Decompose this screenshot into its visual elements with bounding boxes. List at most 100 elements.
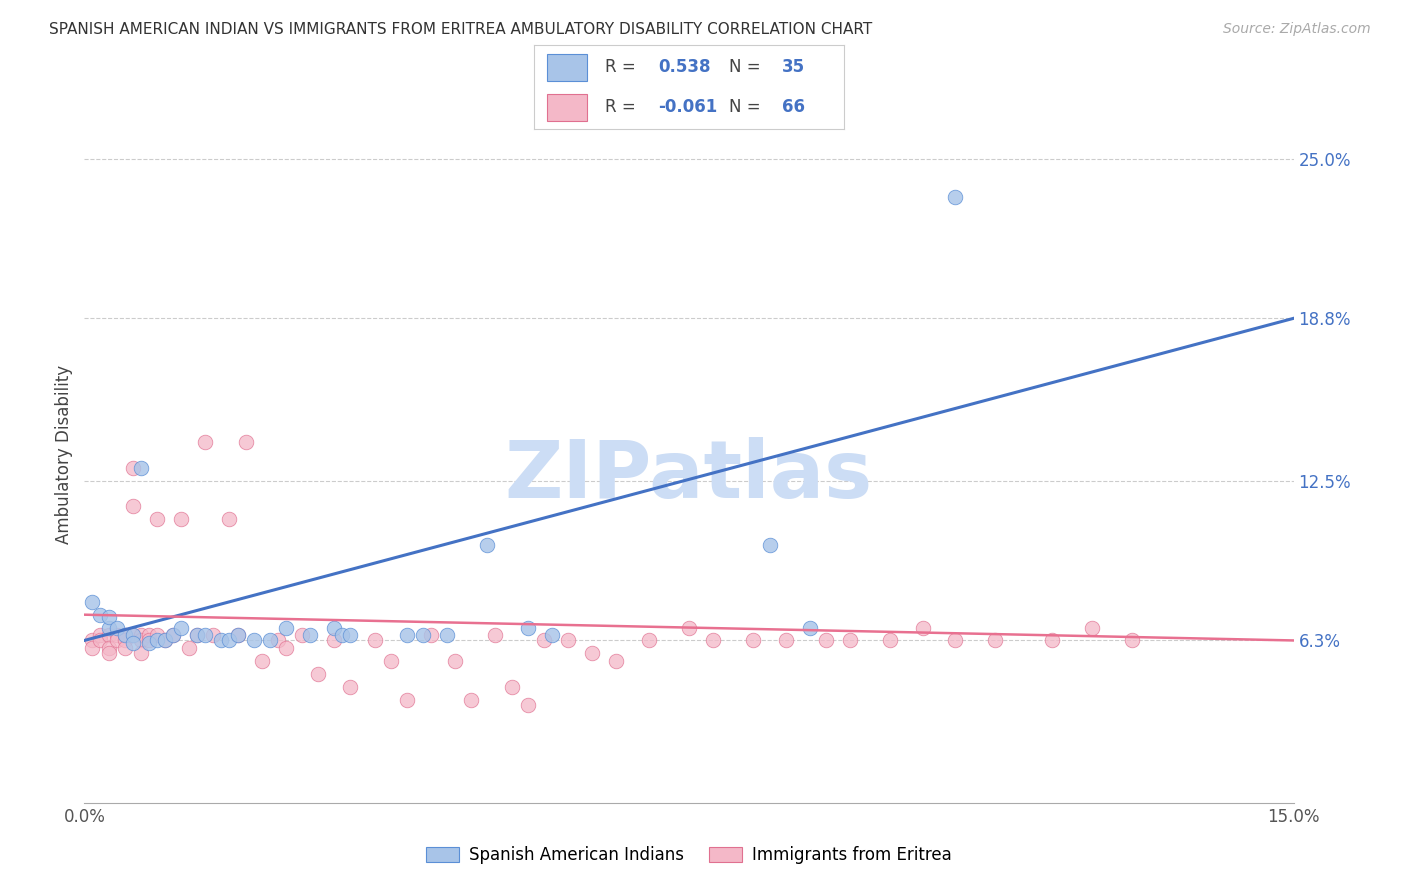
Point <box>121 628 143 642</box>
Point <box>1081 621 1104 635</box>
Point <box>97 610 120 624</box>
Point <box>121 628 143 642</box>
Point <box>179 641 201 656</box>
Y-axis label: Ambulatory Disability: Ambulatory Disability <box>55 366 73 544</box>
Point <box>943 190 966 204</box>
Point <box>162 628 184 642</box>
Text: 66: 66 <box>782 98 804 116</box>
Point <box>299 628 322 642</box>
Point <box>412 628 434 642</box>
Point <box>105 628 128 642</box>
Point <box>984 633 1007 648</box>
Text: -0.061: -0.061 <box>658 98 717 116</box>
Point <box>121 636 143 650</box>
Point <box>129 646 152 660</box>
Point <box>395 692 418 706</box>
Point <box>146 628 169 642</box>
Point <box>105 633 128 648</box>
Point <box>153 633 176 648</box>
Point <box>1121 633 1143 648</box>
Point <box>218 633 240 648</box>
Text: SPANISH AMERICAN INDIAN VS IMMIGRANTS FROM ERITREA AMBULATORY DISABILITY CORRELA: SPANISH AMERICAN INDIAN VS IMMIGRANTS FR… <box>49 22 873 37</box>
Point <box>146 633 169 648</box>
Point <box>121 500 143 514</box>
Point <box>186 628 208 642</box>
Point <box>444 654 467 668</box>
Point <box>943 633 966 648</box>
Point <box>742 633 765 648</box>
Point <box>799 621 821 635</box>
Point <box>605 654 627 668</box>
Point <box>323 621 346 635</box>
Point <box>89 633 111 648</box>
Point <box>501 680 523 694</box>
Point <box>395 628 418 642</box>
Point <box>170 512 193 526</box>
Point <box>114 628 136 642</box>
Text: Source: ZipAtlas.com: Source: ZipAtlas.com <box>1223 22 1371 37</box>
Point <box>162 628 184 642</box>
Point <box>82 595 104 609</box>
Point <box>637 633 659 648</box>
Point <box>129 628 152 642</box>
Text: ZIPatlas: ZIPatlas <box>505 437 873 515</box>
Point <box>202 628 225 642</box>
Point <box>121 460 143 475</box>
Point <box>138 628 160 642</box>
Point <box>138 636 160 650</box>
Point <box>323 633 346 648</box>
Point <box>460 692 482 706</box>
Point <box>541 628 564 642</box>
Point <box>274 621 297 635</box>
Point <box>138 633 160 648</box>
Point <box>581 646 603 660</box>
FancyBboxPatch shape <box>547 54 586 81</box>
Point <box>363 633 385 648</box>
Point <box>82 641 104 656</box>
Point <box>82 633 104 648</box>
Point <box>97 646 120 660</box>
Point <box>678 621 700 635</box>
Point <box>129 633 152 648</box>
Point <box>1040 633 1063 648</box>
Point <box>911 621 934 635</box>
Point <box>557 633 579 648</box>
Point <box>114 633 136 648</box>
Point <box>267 633 290 648</box>
Point <box>291 628 314 642</box>
Point <box>259 633 281 648</box>
Point <box>114 628 136 642</box>
Point <box>97 641 120 656</box>
Point <box>226 628 249 642</box>
Point <box>235 435 257 450</box>
Text: R =: R = <box>606 98 641 116</box>
Point <box>194 628 217 642</box>
Point <box>97 628 120 642</box>
Point <box>242 633 264 648</box>
FancyBboxPatch shape <box>547 94 586 120</box>
Legend: Spanish American Indians, Immigrants from Eritrea: Spanish American Indians, Immigrants fro… <box>419 839 959 871</box>
Point <box>814 633 837 648</box>
Point <box>114 641 136 656</box>
Point <box>153 633 176 648</box>
Text: N =: N = <box>730 59 766 77</box>
Point <box>330 628 353 642</box>
Point <box>758 538 780 552</box>
Text: R =: R = <box>606 59 641 77</box>
Point <box>250 654 273 668</box>
Point <box>209 633 232 648</box>
Point <box>274 641 297 656</box>
Point <box>380 654 402 668</box>
Text: 35: 35 <box>782 59 804 77</box>
Point <box>226 628 249 642</box>
Point <box>484 628 506 642</box>
Point <box>339 680 361 694</box>
Point <box>339 628 361 642</box>
Point <box>477 538 499 552</box>
Point <box>129 460 152 475</box>
Point <box>194 435 217 450</box>
Point <box>533 633 555 648</box>
Point <box>105 621 128 635</box>
Point <box>146 512 169 526</box>
Point <box>516 621 538 635</box>
